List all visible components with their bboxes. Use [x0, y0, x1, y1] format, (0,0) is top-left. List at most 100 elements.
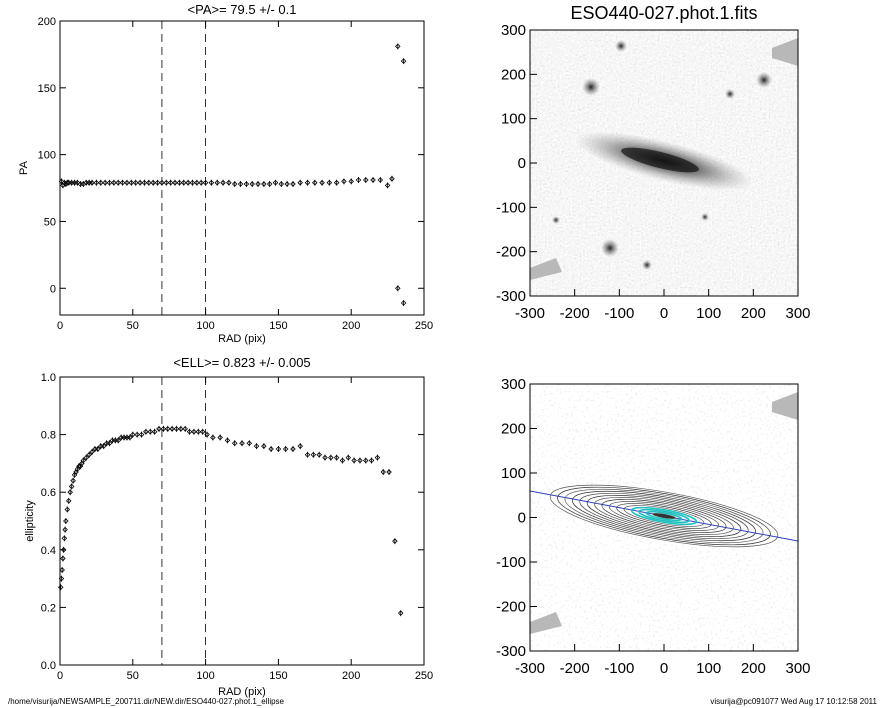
- contour-ellipse: [601, 499, 727, 533]
- ell-reference-lines: [161, 377, 207, 665]
- pa-point: [237, 181, 244, 187]
- ell-ytick-label: 0.6: [41, 487, 56, 499]
- pa-point: [348, 178, 354, 185]
- image-ytick-label: -300: [496, 288, 526, 305]
- ell-plot-frame: [59, 376, 425, 666]
- ell-point: [60, 555, 66, 562]
- ell-point: [121, 434, 127, 441]
- contour-xtick-label: 300: [785, 660, 810, 677]
- ell-point: [151, 428, 158, 435]
- ell-data-points: [57, 425, 404, 617]
- pa-ytick-label: 200: [38, 16, 56, 28]
- image-xtick-label: 100: [696, 305, 721, 322]
- contour-ellipse: [623, 505, 705, 527]
- ell-ytick-label: 0.4: [41, 545, 56, 557]
- ell-point: [368, 457, 375, 464]
- ell-point: [68, 483, 75, 490]
- pa-xtick-label: 150: [269, 320, 287, 332]
- image-title: ESO440-027.phot.1.fits: [570, 3, 757, 23]
- ell-point: [83, 454, 89, 461]
- pa-point: [284, 181, 290, 187]
- contour-xtick-label: 100: [696, 660, 721, 677]
- ell-point: [261, 443, 267, 449]
- pa-xtick-label: 250: [415, 320, 433, 332]
- pa-point: [77, 181, 84, 187]
- pa-point: [370, 177, 376, 183]
- ell-point: [62, 526, 68, 533]
- pa-point: [220, 179, 226, 186]
- pa-point: [304, 179, 311, 186]
- ell-point: [60, 547, 67, 553]
- ell-point: [100, 443, 107, 449]
- image-panel: -300 -200 -100 0 100 200 300 -300 -200 -100 0 100 20…: [496, 3, 811, 322]
- pa-reference-lines: [161, 21, 207, 315]
- pa-point: [208, 179, 215, 186]
- pa-point: [395, 285, 401, 292]
- pa-point: [341, 178, 347, 185]
- ell-point: [246, 440, 253, 447]
- masked-corner-top: [772, 38, 798, 66]
- contour-xtick-label: -200: [560, 660, 590, 677]
- ell-point: [86, 451, 92, 458]
- contour-axis-ticks: -300 -200 -100 0 100 200 300 -300 -200 -100 0 100 20…: [496, 376, 811, 677]
- pa-point: [202, 179, 209, 186]
- ell-ytick-label: 0.8: [41, 430, 56, 442]
- pa-point: [377, 177, 384, 183]
- ell-ytick-label: 0.0: [41, 660, 56, 672]
- ell-point: [210, 434, 216, 441]
- pa-xtick-label: 100: [196, 320, 214, 332]
- pa-point: [290, 181, 296, 187]
- ell-point: [386, 469, 392, 475]
- ell-point: [392, 538, 398, 544]
- pa-axis-ticks: 0 50 100 150 200 250 0 50 100 150 200: [38, 16, 434, 332]
- contour-ellipse: [630, 506, 698, 526]
- isophote-contours: [549, 484, 779, 548]
- contour-ellipse: [594, 497, 734, 535]
- ell-xtick-label: 250: [415, 670, 433, 682]
- ell-panel: 0 50 100 150 200 250 0.0 0.2 0.4 0.6 0.8 1.0 <ELL>=…: [24, 355, 433, 698]
- contour-ytick-label: -100: [496, 554, 526, 571]
- ell-point: [239, 440, 245, 447]
- ell-point: [297, 443, 304, 449]
- contour-xtick-label: 200: [741, 660, 766, 677]
- ell-point: [115, 437, 122, 444]
- pa-point: [278, 181, 285, 187]
- image-xtick-label: -200: [560, 305, 590, 322]
- ell-ytick-label: 0.2: [41, 602, 56, 614]
- ell-point: [127, 434, 133, 441]
- masked-corner-top-2: [772, 392, 798, 420]
- image-xtick-label: 300: [785, 305, 810, 322]
- ell-point: [73, 469, 79, 475]
- pa-xlabel: RAD (pix): [218, 333, 266, 345]
- ell-point: [112, 437, 119, 444]
- pa-point: [326, 179, 333, 186]
- pa-ytick-label: 0: [50, 283, 56, 295]
- contour-ellipse: [638, 508, 690, 524]
- ell-xtick-label: 200: [342, 670, 360, 682]
- ell-point: [199, 428, 206, 435]
- ell-point: [231, 440, 238, 447]
- ell-point: [345, 454, 352, 461]
- pa-point: [395, 43, 401, 50]
- pa-point: [68, 179, 75, 186]
- ell-point: [80, 457, 87, 464]
- ell-point: [268, 446, 274, 452]
- masked-corner-bottom: [530, 258, 562, 280]
- ell-point: [76, 463, 82, 470]
- ell-xtick-label: 0: [57, 670, 63, 682]
- pa-point: [86, 179, 92, 186]
- contour-ellipse: [557, 486, 771, 546]
- contour-core: [652, 513, 676, 519]
- ell-point: [339, 457, 346, 464]
- contour-panel: -300 -200 -100 0 100 200 300 -300 -200 -100 0 100 20…: [496, 376, 811, 677]
- ell-point: [304, 451, 311, 458]
- ell-point: [322, 454, 328, 461]
- contour-ellipse: [579, 492, 749, 540]
- contour-ellipse: [549, 484, 779, 548]
- contour-ytick-label: 0: [518, 510, 526, 527]
- ell-point: [109, 437, 116, 444]
- pa-title: <PA>= 79.5 +/- 0.1: [188, 2, 297, 17]
- pa-xtick-label: 0: [57, 320, 63, 332]
- contour-ellipse: [586, 495, 742, 537]
